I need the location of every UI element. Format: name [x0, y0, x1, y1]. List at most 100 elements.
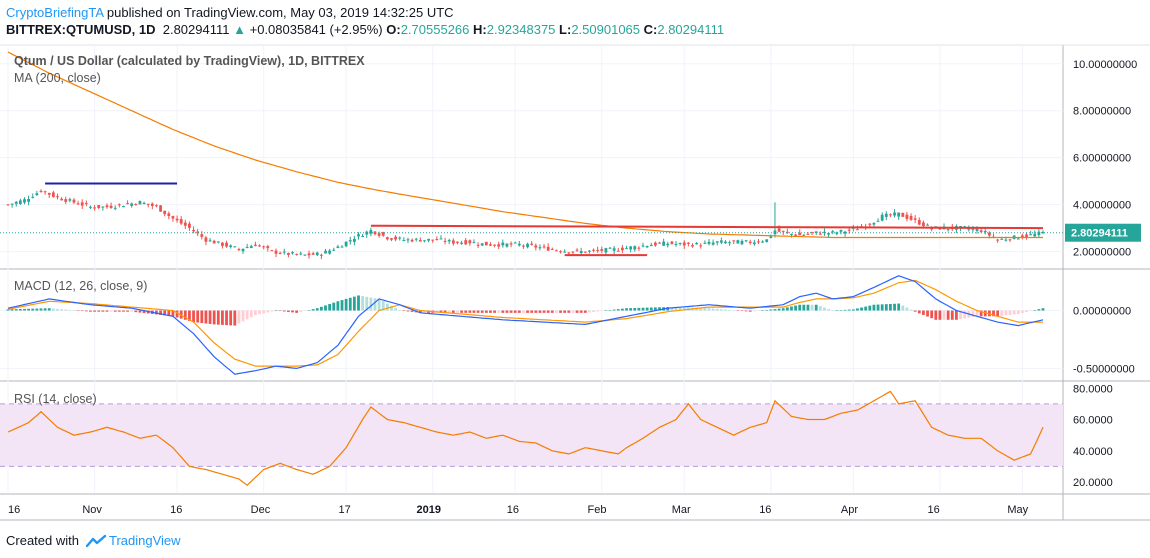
macd-hist-bar	[917, 310, 921, 314]
macd-hist-bar	[864, 306, 868, 311]
candle-body	[645, 245, 649, 248]
macd-hist-bar	[291, 310, 294, 313]
macd-hist-bar	[340, 300, 344, 311]
time-axis-tick: 16	[507, 504, 519, 516]
macd-hist-bar	[711, 308, 715, 311]
macd-hist-bar	[559, 310, 562, 313]
candle-body	[567, 252, 571, 254]
candle-body	[373, 231, 377, 235]
macd-hist-bar	[806, 304, 810, 311]
candle-body	[460, 242, 463, 244]
macd-hist-bar	[901, 305, 905, 311]
rsi-axis-tick: 80.0000	[1073, 383, 1113, 395]
macd-hist-bar	[1025, 310, 1028, 313]
candle-body	[604, 248, 608, 253]
candle-body	[208, 240, 212, 242]
candle-body	[398, 237, 402, 239]
candle-body	[835, 232, 839, 234]
open-value: 2.70555266	[400, 22, 470, 37]
candle-body	[827, 233, 830, 235]
time-axis-tick: 16	[8, 504, 20, 516]
candle-body	[868, 223, 872, 225]
macd-hist-bar	[406, 310, 410, 312]
candle-body	[241, 248, 245, 252]
candle-body	[1004, 239, 1008, 241]
candle-body	[361, 235, 365, 237]
candle-body	[641, 245, 645, 247]
candle-body	[414, 238, 418, 240]
candle-body	[68, 199, 72, 201]
macd-hist-bar	[18, 309, 22, 311]
price-axis-tick: 2.00000000	[1073, 247, 1131, 259]
price-axis-tick: 6.00000000	[1073, 153, 1131, 165]
candle-body	[303, 254, 307, 256]
macd-hist-bar	[221, 310, 224, 325]
candle-body	[274, 250, 278, 254]
candle-body	[204, 237, 208, 242]
macd-hist-bar	[538, 310, 542, 313]
macd-hist-bar	[596, 310, 600, 312]
candle-body	[579, 251, 583, 254]
tradingview-brand[interactable]: TradingView	[108, 533, 181, 548]
macd-hist-bar	[278, 310, 282, 312]
candle-body	[695, 242, 699, 245]
candle-body	[216, 241, 220, 243]
candle-body	[101, 206, 105, 208]
candle-body	[97, 205, 101, 208]
candle-body	[761, 241, 765, 243]
candle-body	[237, 249, 241, 251]
candle-body	[571, 251, 575, 253]
macd-hist-bar	[592, 310, 595, 312]
candle-body	[167, 213, 171, 217]
macd-hist-bar	[357, 295, 360, 311]
macd-hist-bar	[942, 310, 946, 320]
candle-body	[682, 242, 686, 246]
candle-body	[732, 240, 736, 242]
candle-body	[530, 243, 534, 245]
macd-hist-bar	[451, 310, 455, 313]
candle-body	[810, 232, 814, 234]
candle-body	[901, 212, 905, 217]
macd-hist-bar	[336, 301, 340, 311]
candle-body	[1037, 231, 1041, 236]
macd-hist-bar	[270, 310, 274, 312]
candle-body	[1033, 233, 1037, 237]
macd-hist-bar	[748, 310, 752, 312]
macd-hist-bar	[212, 310, 216, 325]
candle-body	[427, 238, 430, 241]
up-arrow-icon: ▲	[233, 22, 246, 37]
candle-body	[332, 249, 336, 251]
candle-body	[522, 245, 525, 247]
price-axis-tick: 8.00000000	[1073, 106, 1131, 118]
macd-hist-bar	[715, 308, 719, 311]
candle-body	[922, 222, 925, 227]
macd-hist-bar	[385, 303, 389, 311]
time-axis-tick: 17	[338, 504, 350, 516]
macd-hist-bar	[761, 310, 765, 311]
macd-hist-bar	[254, 310, 257, 316]
candle-body	[711, 242, 715, 245]
macd-axis-tick: 0.00000000	[1073, 306, 1131, 318]
author-link[interactable]: CryptoBriefingTA	[6, 5, 104, 20]
macd-hist-bar	[909, 309, 913, 311]
candle-body	[134, 204, 138, 206]
candle-body	[262, 246, 266, 248]
candle-body	[555, 250, 558, 252]
symbol-label: BITTREX:QTUMUSD, 1D	[6, 22, 156, 37]
macd-hist-bar	[142, 310, 146, 314]
candle-body	[497, 244, 501, 247]
ohlc-line: BITTREX:QTUMUSD, 1D 2.80294111 ▲ +0.0803…	[6, 22, 724, 37]
macd-hist-bar	[130, 310, 134, 312]
macd-hist-bar	[963, 310, 967, 319]
macd-hist-bar	[373, 298, 377, 311]
macd-hist-bar	[245, 310, 249, 320]
macd-hist-bar	[621, 308, 624, 311]
macd-hist-bar	[996, 310, 1000, 317]
candle-body	[563, 251, 567, 253]
candle-body	[130, 203, 134, 206]
macd-hist-bar	[843, 309, 847, 311]
candle-body	[348, 240, 352, 242]
candles	[6, 189, 1045, 260]
candle-body	[785, 231, 789, 233]
